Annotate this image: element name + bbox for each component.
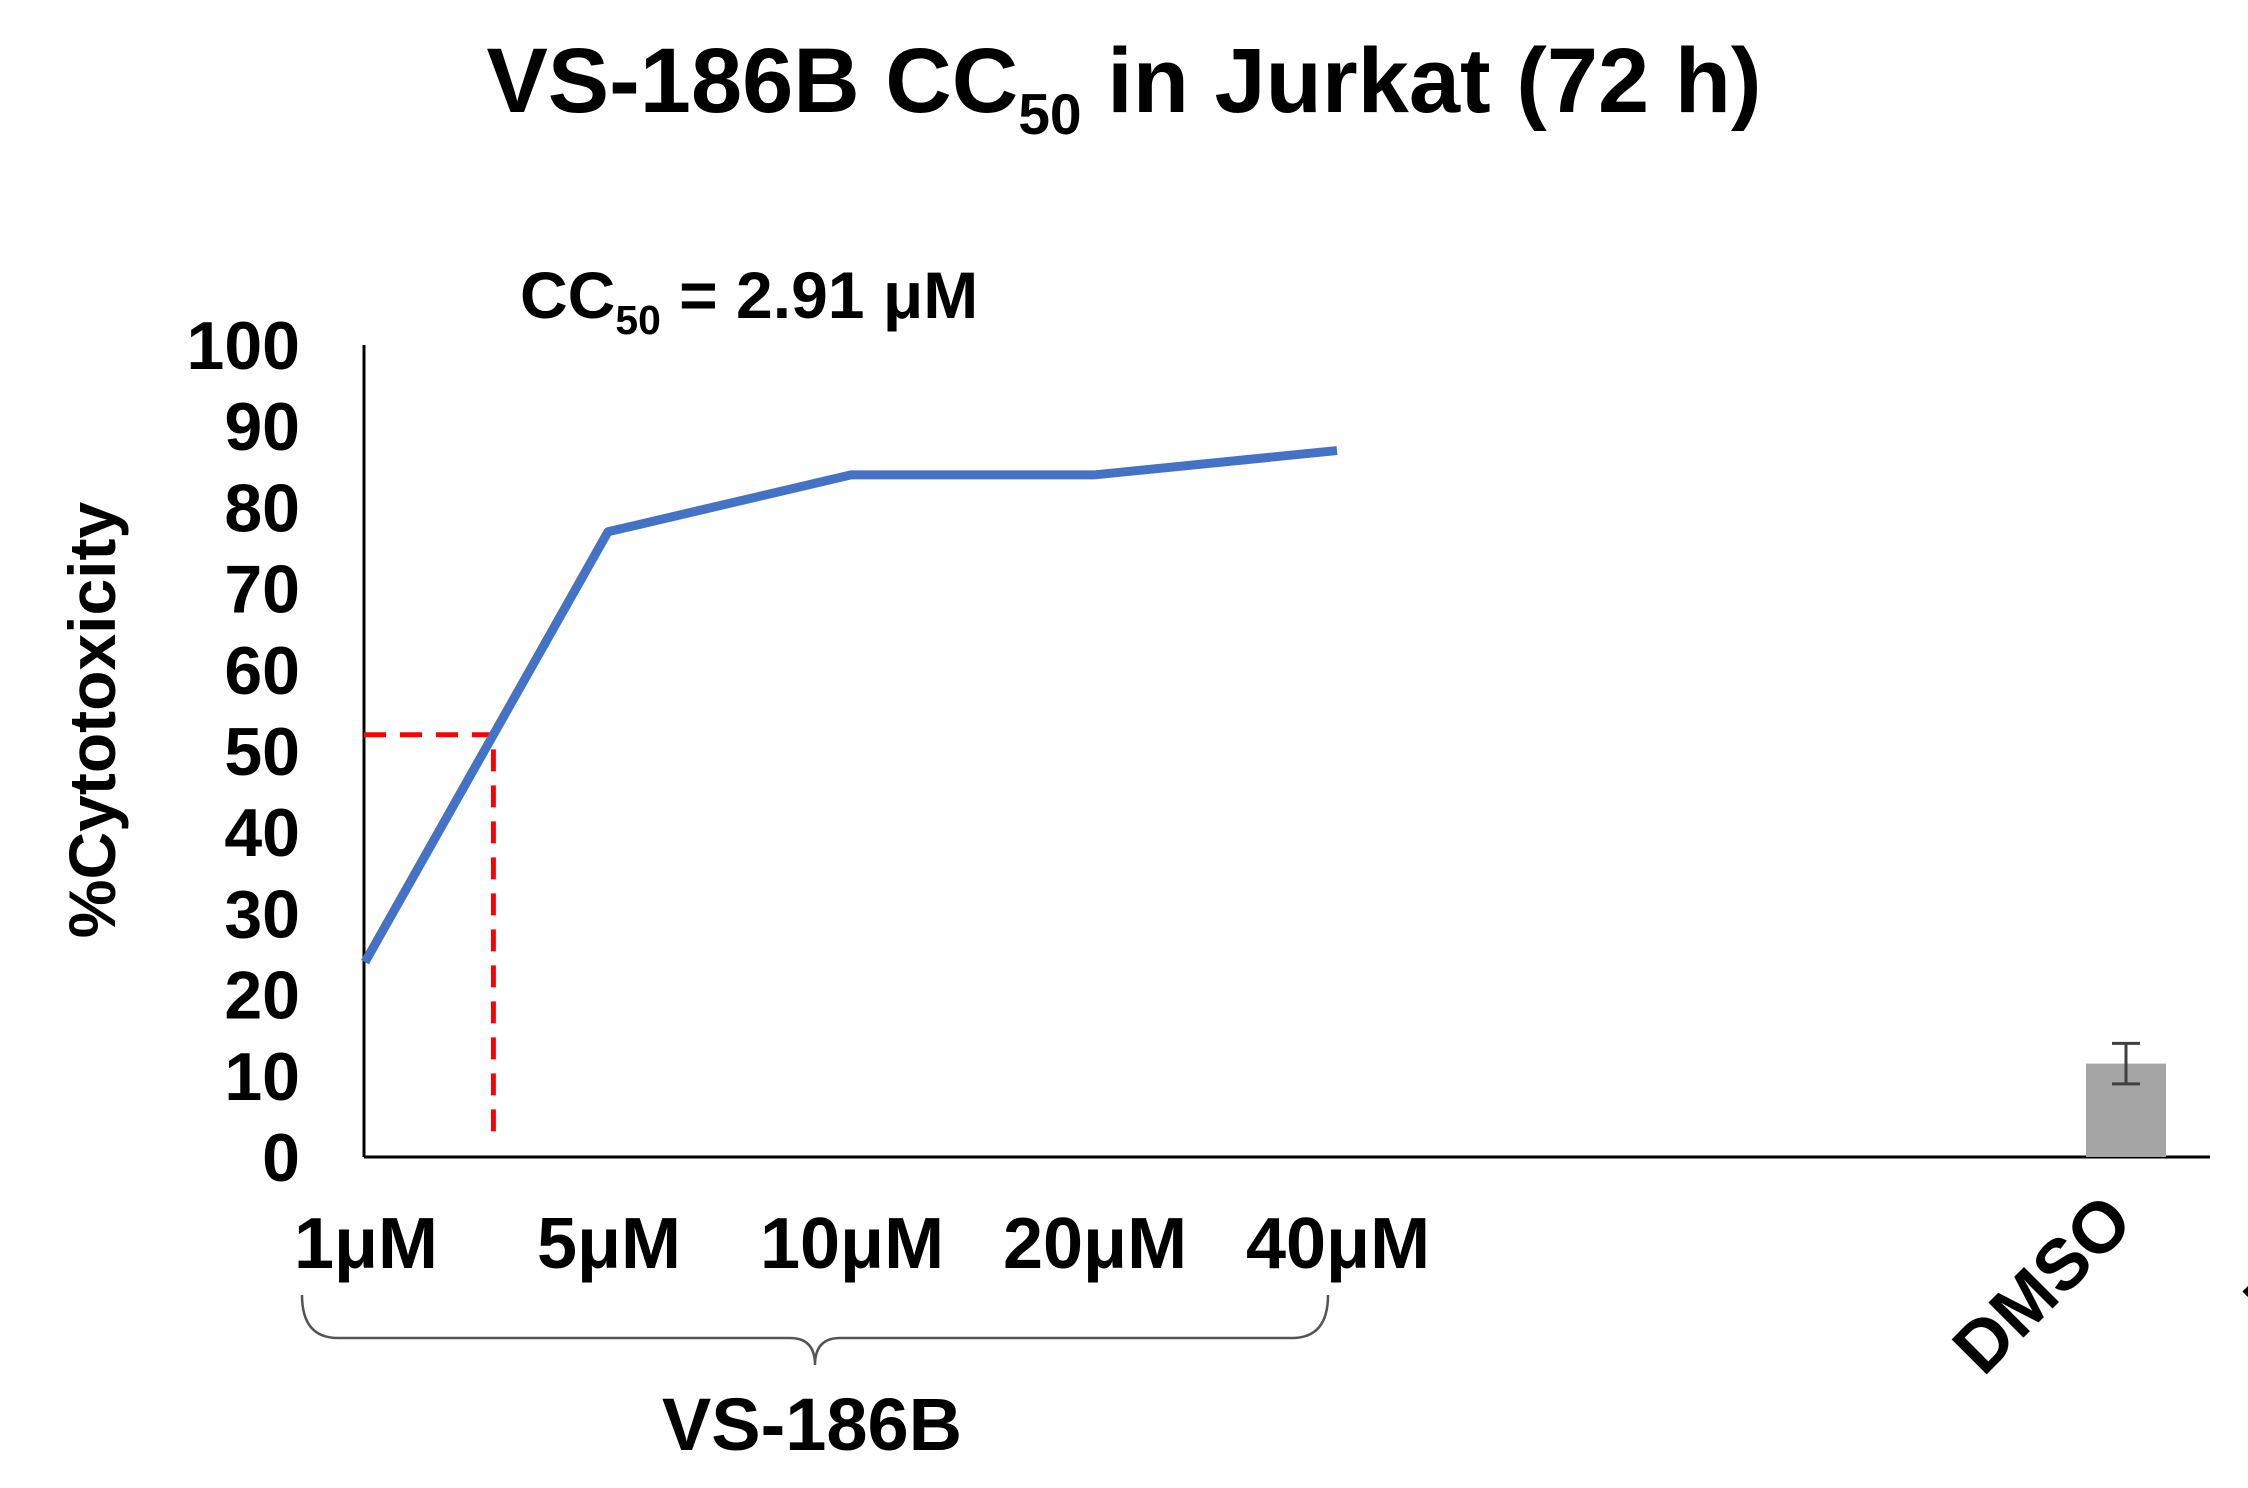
y-tick-label: 50 — [224, 714, 300, 790]
cc50-annotation-suffix: = 2.91 μM — [661, 258, 978, 332]
x-tick-labels: 1μM5μM10μM20μM40μMDMSOUNTH2O2 — [294, 1180, 2248, 1389]
y-tick-label: 10 — [224, 1039, 300, 1115]
chart-title-subscript: 50 — [1018, 83, 1081, 147]
y-tick-label: 60 — [224, 633, 300, 709]
cytotoxicity-line — [361, 446, 1338, 965]
y-axis-label: %Cytotoxicity — [55, 502, 129, 939]
x-tick-label: 10μM — [760, 1204, 944, 1284]
y-tick-label: 90 — [224, 389, 300, 465]
chart-title: VS-186B CC50 in Jurkat (72 h) — [486, 30, 1761, 147]
x-tick-label: 20μM — [1003, 1204, 1187, 1284]
x-tick-label: 5μM — [537, 1204, 681, 1284]
y-tick-label: 70 — [224, 552, 300, 628]
group-label: VS-186B — [662, 1383, 962, 1466]
y-tick-label: 30 — [224, 876, 300, 952]
cc50-annotation-main: CC — [520, 258, 615, 332]
cc50-annotation: CC50 = 2.91 μM — [520, 258, 978, 343]
chart-marks — [361, 446, 2166, 1157]
y-tick-label: 40 — [224, 795, 300, 871]
y-tick-label: 0 — [262, 1120, 300, 1196]
y-tick-label: 100 — [187, 308, 300, 384]
chart-title-main: VS-186B CC — [486, 30, 1018, 132]
chart-title-suffix: in Jurkat (72 h) — [1082, 30, 1762, 132]
x-tick-label: 40μM — [1246, 1204, 1430, 1284]
x-tick-label: UNT — [2229, 1180, 2248, 1341]
x-tick-label: 1μM — [294, 1204, 438, 1284]
cc50-annotation-subscript: 50 — [615, 297, 661, 343]
group-brace — [300, 1294, 1330, 1366]
x-tick-label: DMSO — [1938, 1180, 2147, 1389]
y-tick-label: 20 — [224, 958, 300, 1034]
y-tick-label: 80 — [224, 470, 300, 546]
